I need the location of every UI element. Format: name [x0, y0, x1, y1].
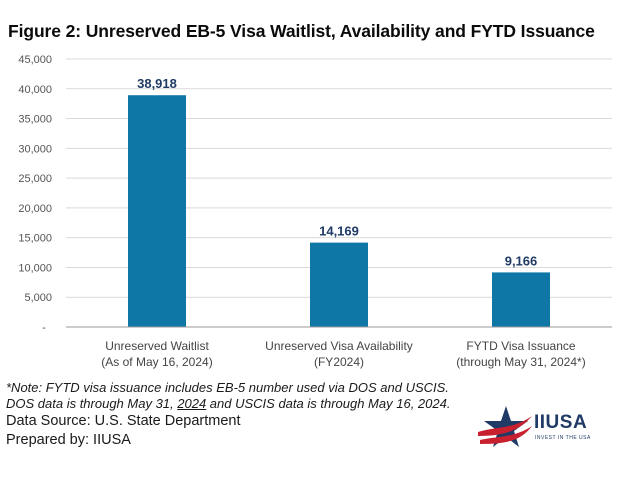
bar: [128, 95, 186, 328]
data-source: Data Source: U.S. State Department: [6, 413, 241, 429]
x-tick-label: Unreserved Visa Availability: [265, 339, 413, 353]
y-tick-label: -: [42, 322, 46, 334]
y-tick-label: 40,000: [18, 84, 52, 96]
note-line-1: *Note: FYTD visa issuance includes EB-5 …: [6, 380, 449, 395]
data-label: 38,918: [137, 76, 177, 91]
y-tick-label: 10,000: [18, 262, 52, 274]
y-axis-tick-labels: - 5,000 10,000 15,000 20,000 25,000 30,000 35,0…: [18, 54, 52, 334]
bar: [492, 272, 550, 327]
data-label: 14,169: [319, 224, 359, 239]
bars: [128, 95, 550, 328]
logo-wordmark: IIUSA: [534, 412, 588, 433]
y-tick-label: 45,000: [18, 54, 52, 66]
x-tick-label: Unreserved Waitlist: [105, 339, 209, 353]
x-tick-label: (through May 31, 2024*): [456, 355, 585, 369]
x-tick-label: (FY2024): [314, 355, 364, 369]
note-line-2: DOS data is through May 31, 2024 and USC…: [6, 396, 451, 411]
y-tick-label: 5,000: [24, 292, 52, 304]
data-labels: 38,918 14,169 9,166: [137, 76, 537, 268]
logo-tagline: INVEST IN THE USA: [535, 435, 591, 441]
y-tick-label: 30,000: [18, 143, 52, 155]
y-tick-label: 35,000: [18, 114, 52, 126]
y-tick-label: 15,000: [18, 233, 52, 245]
y-tick-label: 20,000: [18, 203, 52, 215]
x-axis-tick-labels: Unreserved Waitlist (As of May 16, 2024) U…: [101, 339, 585, 369]
x-tick-label: FYTD Visa Issuance: [466, 339, 575, 353]
bar-chart: - 5,000 10,000 15,000 20,000 25,000 30,000 35,0…: [18, 54, 612, 369]
y-tick-label: 25,000: [18, 173, 52, 185]
data-label: 9,166: [505, 253, 538, 268]
notes-block: *Note: FYTD visa issuance includes EB-5 …: [6, 380, 450, 450]
chart-title: Figure 2: Unreserved EB-5 Visa Waitlist,…: [8, 21, 595, 41]
note-underlined-year: 2024: [177, 396, 207, 411]
star-icon: [478, 406, 532, 447]
x-tick-label: (As of May 16, 2024): [101, 355, 212, 369]
bar: [310, 242, 368, 327]
iiusa-logo: IIUSA INVEST IN THE USA: [478, 402, 608, 454]
prepared-by: Prepared by: IIUSA: [6, 432, 131, 448]
